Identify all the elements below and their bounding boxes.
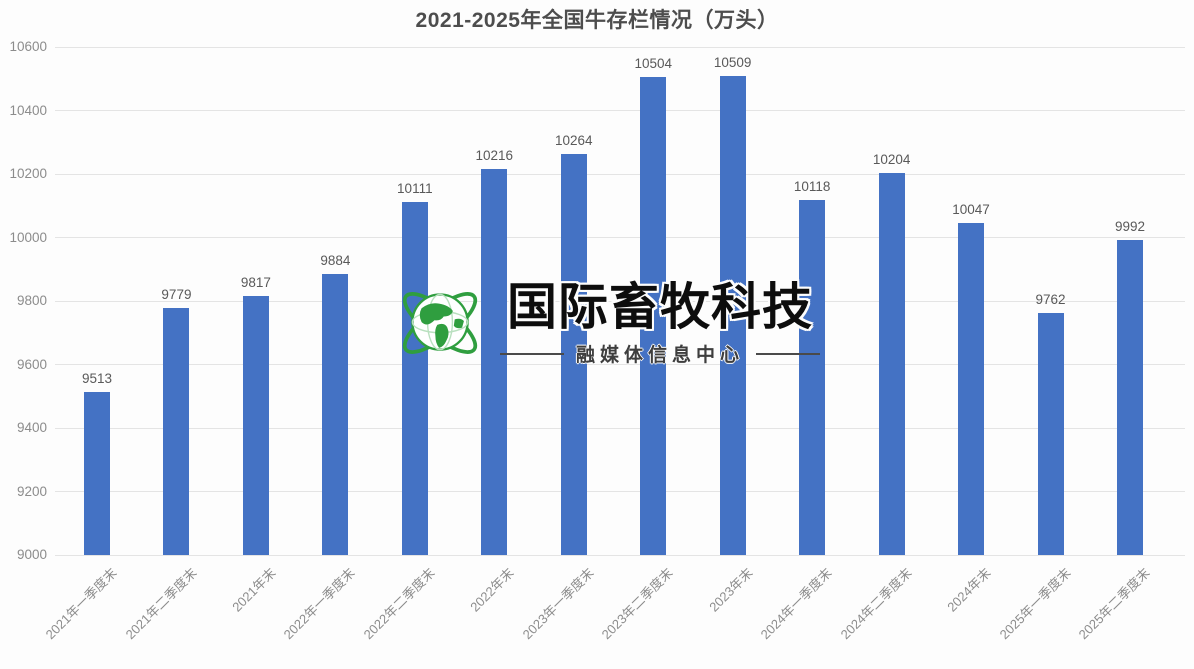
y-axis-tick-label: 9600 bbox=[16, 356, 47, 372]
x-axis-tick-label: 2025年二季度末 bbox=[1075, 565, 1153, 643]
bar bbox=[163, 307, 190, 555]
bar bbox=[719, 75, 746, 555]
chart-title: 2021-2025年全国牛存栏情况（万头） bbox=[415, 9, 779, 32]
x-axis-tick-label: 2021年末 bbox=[229, 565, 279, 615]
x-axis-tick-label: 2024年二季度末 bbox=[837, 565, 915, 643]
watermark-right-dash bbox=[756, 352, 821, 355]
y-axis-tick-label: 9400 bbox=[16, 420, 47, 435]
gridline bbox=[55, 491, 1185, 492]
bar-value-label: 9513 bbox=[81, 371, 113, 387]
gridline bbox=[55, 364, 1185, 365]
bar bbox=[84, 392, 110, 555]
watermark-subtitle: 融媒体信息中心 bbox=[576, 345, 745, 367]
bar bbox=[401, 202, 428, 555]
gridline bbox=[55, 300, 1185, 302]
x-axis-tick-label: 2022年末 bbox=[467, 565, 518, 615]
bar-value-label: 10509 bbox=[713, 54, 752, 70]
bar bbox=[1037, 313, 1064, 555]
y-axis-tick-label: 10600 bbox=[9, 39, 47, 54]
gridline bbox=[55, 554, 1185, 556]
bar-value-label: 10216 bbox=[475, 147, 514, 163]
gridline bbox=[55, 46, 1185, 48]
watermark: 国际畜牧科技 融媒体信息中心 bbox=[394, 276, 832, 370]
bar-value-label: 9762 bbox=[1035, 292, 1066, 308]
gridline bbox=[55, 237, 1185, 238]
watermark-subtitle-row: 融媒体信息中心 bbox=[488, 340, 832, 367]
x-axis-tick-label: 2022年二季度末 bbox=[360, 565, 438, 643]
bar bbox=[481, 168, 508, 555]
gridline bbox=[55, 110, 1185, 111]
x-axis-tick-label: 2023年末 bbox=[705, 565, 756, 615]
bar bbox=[799, 200, 826, 555]
globe-orbit-icon bbox=[402, 292, 478, 354]
bar-value-label: 9779 bbox=[161, 286, 192, 302]
x-axis-tick-label: 2024年一季度末 bbox=[757, 565, 835, 643]
bar-value-label: 10504 bbox=[634, 56, 672, 72]
gridline bbox=[55, 427, 1185, 429]
x-axis-tick-label: 2021年二季度末 bbox=[122, 565, 200, 643]
y-axis-tick-label: 9000 bbox=[16, 547, 47, 562]
bar-value-label: 10204 bbox=[872, 151, 911, 167]
bar-value-label: 9992 bbox=[1114, 219, 1145, 235]
x-axis-tick-label: 2023年二季度末 bbox=[598, 565, 676, 643]
bar bbox=[242, 295, 269, 555]
bar bbox=[322, 274, 349, 555]
y-axis-tick-label: 10000 bbox=[9, 229, 47, 245]
x-axis-tick-label: 2024年末 bbox=[944, 565, 994, 615]
watermark-text: 国际畜牧科技 融媒体信息中心 bbox=[488, 279, 832, 368]
x-axis-tick-label: 2021年一季度末 bbox=[42, 565, 120, 643]
y-axis-tick-label: 10400 bbox=[9, 102, 47, 118]
watermark-left-dash bbox=[500, 352, 564, 355]
bar-value-label: 10264 bbox=[554, 132, 593, 148]
bar-value-label: 9884 bbox=[320, 253, 351, 269]
y-axis-tick-label: 10200 bbox=[9, 166, 47, 181]
x-axis-tick-label: 2025年一季度末 bbox=[996, 565, 1074, 643]
bar-value-label: 9817 bbox=[240, 274, 271, 290]
y-axis-tick-label: 9200 bbox=[16, 483, 47, 499]
x-axis-tick-label: 2023年一季度末 bbox=[519, 565, 597, 643]
bar bbox=[640, 77, 667, 555]
gridline bbox=[55, 173, 1185, 175]
x-axis-tick-label: 2022年一季度末 bbox=[281, 565, 359, 643]
bar-value-label: 10118 bbox=[793, 179, 831, 195]
bar bbox=[560, 153, 587, 555]
bar-value-label: 10047 bbox=[952, 201, 990, 217]
y-axis-tick-label: 9800 bbox=[16, 293, 47, 308]
bar-value-label: 10111 bbox=[397, 181, 433, 197]
bar bbox=[958, 222, 985, 555]
bar bbox=[878, 172, 905, 555]
bar bbox=[1116, 240, 1143, 555]
watermark-brand: 国际畜牧科技 bbox=[507, 278, 813, 335]
